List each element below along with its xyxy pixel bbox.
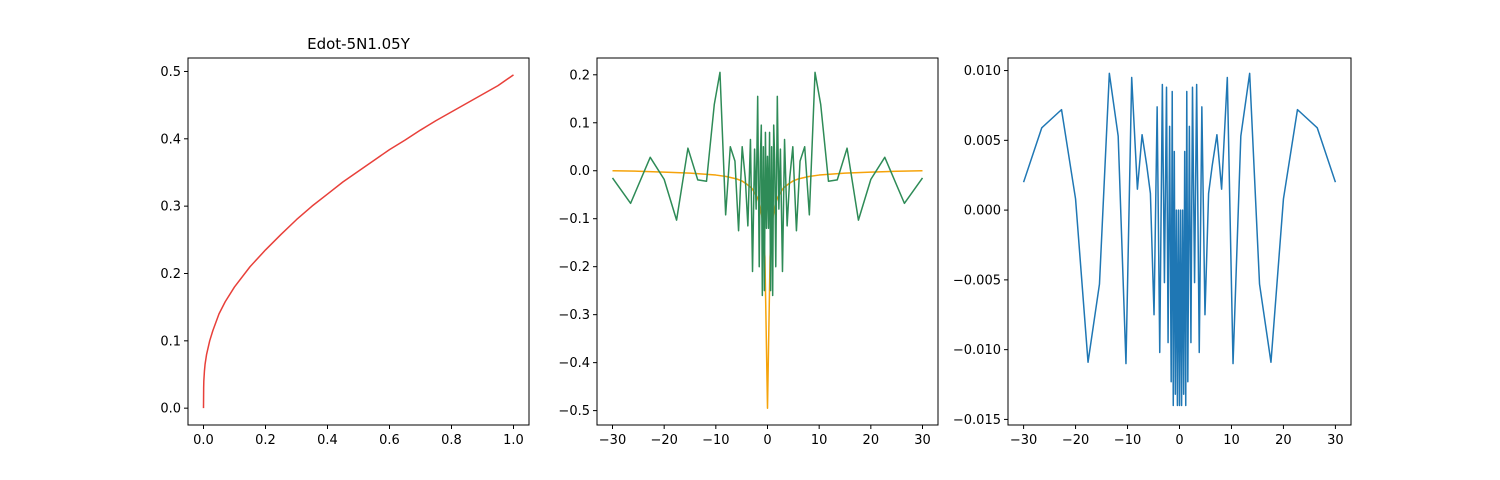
lines-2 — [611, 71, 924, 409]
x-tick-label: 20 — [863, 433, 880, 448]
y-tick-label: 0.1 — [569, 116, 590, 131]
x-tick-label: −30 — [599, 433, 626, 448]
x-tick-label: 1.0 — [503, 433, 524, 448]
y-tick-label: 0.5 — [160, 65, 181, 80]
x-tick-label: 10 — [811, 433, 828, 448]
y-tick-label: 0.3 — [160, 200, 181, 215]
series-line-1 — [202, 74, 514, 409]
x-tick-label: 30 — [1327, 433, 1344, 448]
y-tick-label: 0.0 — [569, 164, 590, 179]
y-tick-label: −0.4 — [558, 356, 590, 371]
x-tick-label: 0.6 — [379, 433, 400, 448]
ticks-2: −30 −20 −10 0 10 20 30 −0.5 −0.4 −0.3 −0.2 −0.1 0.0 0… — [558, 68, 930, 448]
y-tick-label: 0.2 — [160, 267, 181, 282]
y-tick-label: −0.005 — [953, 273, 1001, 288]
series-line-2 — [611, 71, 924, 297]
y-tick-label: −0.5 — [558, 404, 590, 419]
y-tick-label: −0.1 — [558, 212, 590, 227]
x-tick-label: −30 — [1010, 433, 1037, 448]
x-tick-label: −10 — [1114, 433, 1141, 448]
lines-3 — [1022, 72, 1337, 407]
subplot-3: −30 −20 −10 0 10 20 30 −0.015 −0.010 −0.005 0.000 0… — [953, 57, 1352, 448]
x-tick-label: 0.8 — [441, 433, 462, 448]
x-tick-label: −20 — [1062, 433, 1089, 448]
x-tick-label: 10 — [1223, 433, 1240, 448]
x-tick-label: 0.0 — [193, 433, 214, 448]
y-tick-label: 0.000 — [964, 204, 1001, 219]
y-tick-label: −0.015 — [953, 413, 1001, 428]
ticks-1: 0.0 0.2 0.4 0.6 0.8 1.0 0.0 0.1 0.2 0.3 0.4 0.5 — [160, 65, 524, 448]
y-tick-label: 0.0 — [160, 402, 181, 417]
y-tick-label: −0.2 — [558, 260, 590, 275]
chart-title-1: Edot-5N1.05Y — [307, 35, 411, 53]
subplot-2: −30 −20 −10 0 10 20 30 −0.5 −0.4 −0.3 −0.2 −0.1 0.0 0… — [558, 57, 939, 448]
series-line-1 — [612, 169, 923, 409]
y-tick-label: 0.010 — [964, 64, 1001, 79]
subplot-1: Edot-5N1.05Y 0.0 0.2 0.4 0.6 0.8 1.0 0.0 0.1 0.2… — [160, 35, 530, 448]
x-tick-label: 0 — [1175, 433, 1183, 448]
x-tick-label: −20 — [650, 433, 677, 448]
x-tick-label: 0.4 — [317, 433, 338, 448]
y-tick-label: −0.010 — [953, 343, 1001, 358]
ticks-3: −30 −20 −10 0 10 20 30 −0.015 −0.010 −0.005 0.000 0… — [953, 64, 1344, 448]
x-tick-label: 20 — [1275, 433, 1292, 448]
y-tick-label: 0.4 — [160, 132, 181, 147]
plot-area-1 — [187, 57, 530, 426]
y-tick-label: 0.2 — [569, 68, 590, 83]
y-tick-label: 0.005 — [964, 134, 1001, 149]
x-tick-label: 30 — [914, 433, 931, 448]
x-tick-label: 0.2 — [255, 433, 276, 448]
series-line-1 — [1022, 72, 1337, 407]
x-tick-label: −10 — [702, 433, 729, 448]
y-tick-label: −0.3 — [558, 308, 590, 323]
x-tick-label: 0 — [763, 433, 771, 448]
lines-1 — [202, 74, 514, 409]
y-tick-label: 0.1 — [160, 334, 181, 349]
